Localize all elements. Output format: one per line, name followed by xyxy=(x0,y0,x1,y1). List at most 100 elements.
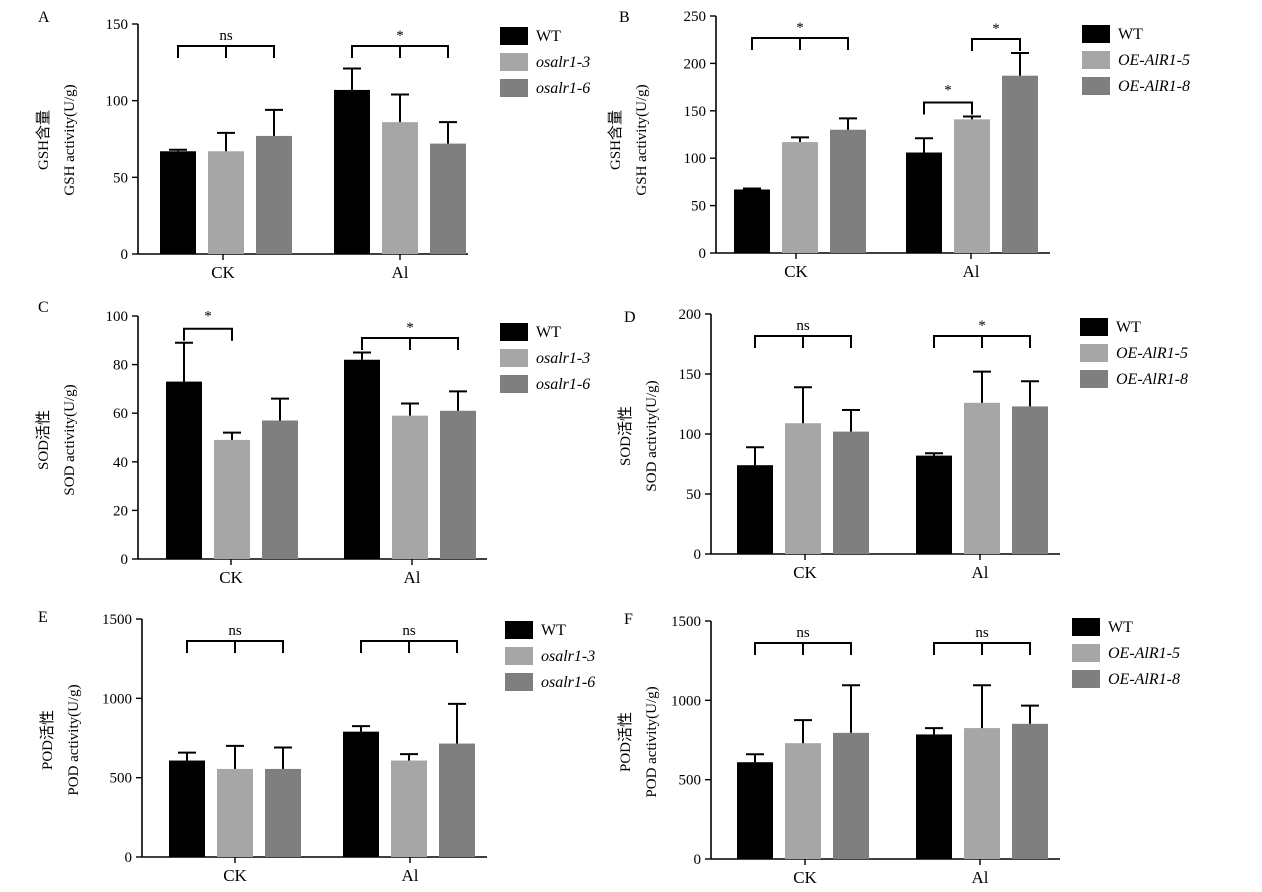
legend-label: osalr1-6 xyxy=(536,80,590,97)
x-tick-label: CK xyxy=(784,262,808,281)
legend-label: osalr1-6 xyxy=(536,376,590,393)
bar xyxy=(214,439,250,559)
legend-swatch xyxy=(1082,25,1110,43)
bar xyxy=(782,142,818,253)
x-tick-label: CK xyxy=(219,568,243,587)
legend-label: osalr1-3 xyxy=(536,54,590,71)
legend-swatch xyxy=(1080,318,1108,336)
significance-label: * xyxy=(796,20,804,36)
legend-swatch xyxy=(1080,344,1108,362)
y-tick-label: 500 xyxy=(679,773,702,789)
legend-label: WT xyxy=(536,324,561,341)
bar xyxy=(916,455,952,554)
bar xyxy=(392,415,428,559)
significance-bracket xyxy=(754,642,852,655)
y-tick-label: 200 xyxy=(679,307,702,323)
x-tick-label: Al xyxy=(972,563,989,582)
bar xyxy=(964,728,1000,859)
panel-a: A 0 50 100 150 CK Al GSH含量 GSH activity(U/g) ns * W… xyxy=(35,9,590,282)
legend-swatch xyxy=(1072,618,1100,636)
bar xyxy=(343,731,379,857)
legend-swatch xyxy=(505,647,533,665)
significance-label: * xyxy=(944,82,952,98)
y-tick-label: 0 xyxy=(121,247,129,263)
bar xyxy=(916,734,952,859)
significance-label: * xyxy=(204,309,212,325)
legend-label: WT xyxy=(536,28,561,45)
legend-label: osalr1-6 xyxy=(541,674,595,691)
legend-swatch xyxy=(1082,77,1110,95)
x-tick-label: Al xyxy=(972,868,989,887)
bar xyxy=(169,760,205,857)
bar xyxy=(1012,406,1048,554)
bar xyxy=(785,743,821,859)
bar xyxy=(439,743,475,857)
legend-label: OE-AlR1-8 xyxy=(1118,78,1190,95)
y-tick-label: 1000 xyxy=(671,693,701,709)
y-tick-label: 60 xyxy=(113,406,128,422)
significance-label: * xyxy=(406,320,414,336)
x-tick-label: CK xyxy=(793,868,817,887)
x-tick-label: Al xyxy=(402,866,419,885)
bar xyxy=(166,381,202,559)
legend-swatch xyxy=(500,27,528,45)
legend-swatch xyxy=(1072,644,1100,662)
significance-bracket xyxy=(933,335,1031,348)
y-axis-label: GSH activity(U/g) xyxy=(634,84,650,195)
significance-label: ns xyxy=(975,625,989,641)
y-axis-label: SOD activity(U/g) xyxy=(644,380,660,491)
bar xyxy=(964,402,1000,554)
y-tick-label: 500 xyxy=(110,771,133,787)
y-tick-label: 0 xyxy=(121,552,129,568)
y-axis-label-cn: POD活性 xyxy=(39,710,56,770)
bar xyxy=(830,129,866,253)
y-tick-label: 1500 xyxy=(102,612,132,628)
legend-label: OE-AlR1-8 xyxy=(1108,671,1180,688)
y-axis-label-cn: SOD活性 xyxy=(35,410,52,470)
significance-label: ns xyxy=(402,623,416,639)
panel-f: F 0 500 1000 1500 CK Al POD活性 POD activity(U/g) n… xyxy=(617,611,1180,887)
legend-label: OE-AlR1-8 xyxy=(1116,371,1188,388)
significance-bracket xyxy=(186,640,284,653)
y-tick-label: 40 xyxy=(113,455,128,471)
panel-letter: C xyxy=(38,299,49,316)
legend-swatch xyxy=(500,349,528,367)
x-tick-label: Al xyxy=(963,262,980,281)
y-tick-label: 100 xyxy=(684,151,707,167)
legend-label: OE-AlR1-5 xyxy=(1116,345,1188,362)
y-tick-label: 200 xyxy=(684,56,707,72)
bar xyxy=(1002,75,1038,253)
bar xyxy=(734,189,770,253)
bar xyxy=(1012,723,1048,859)
bar xyxy=(737,465,773,554)
y-axis-label: POD activity(U/g) xyxy=(644,686,660,797)
panel-letter: D xyxy=(624,309,636,326)
panel-letter: E xyxy=(38,609,48,626)
y-tick-label: 100 xyxy=(679,427,702,443)
y-tick-label: 150 xyxy=(684,104,707,120)
panel-letter: F xyxy=(624,611,633,628)
significance-label: * xyxy=(396,28,404,44)
y-axis-label-cn: POD活性 xyxy=(617,712,634,772)
significance-bracket xyxy=(361,337,459,350)
bar xyxy=(440,410,476,559)
legend-swatch xyxy=(1082,51,1110,69)
y-tick-label: 20 xyxy=(113,503,128,519)
panel-b: B 0 50 100 150 200 250 CK Al GSH含量 GSH activity(U/… xyxy=(607,9,1190,281)
legend-swatch xyxy=(500,375,528,393)
significance-bracket xyxy=(183,327,233,341)
significance-label: ns xyxy=(228,623,242,639)
legend-swatch xyxy=(1072,670,1100,688)
significance-bracket xyxy=(971,37,1021,51)
y-tick-label: 50 xyxy=(691,199,706,215)
x-tick-label: CK xyxy=(211,263,235,282)
y-axis-label: SOD activity(U/g) xyxy=(62,384,78,495)
x-tick-label: Al xyxy=(404,568,421,587)
y-tick-label: 0 xyxy=(699,246,707,262)
significance-bracket xyxy=(360,640,458,653)
panel-e: E 0 500 1000 1500 CK Al POD活性 POD activity(U/g) n… xyxy=(38,609,595,885)
y-tick-label: 100 xyxy=(106,309,129,325)
bar xyxy=(737,762,773,859)
legend-swatch xyxy=(500,323,528,341)
